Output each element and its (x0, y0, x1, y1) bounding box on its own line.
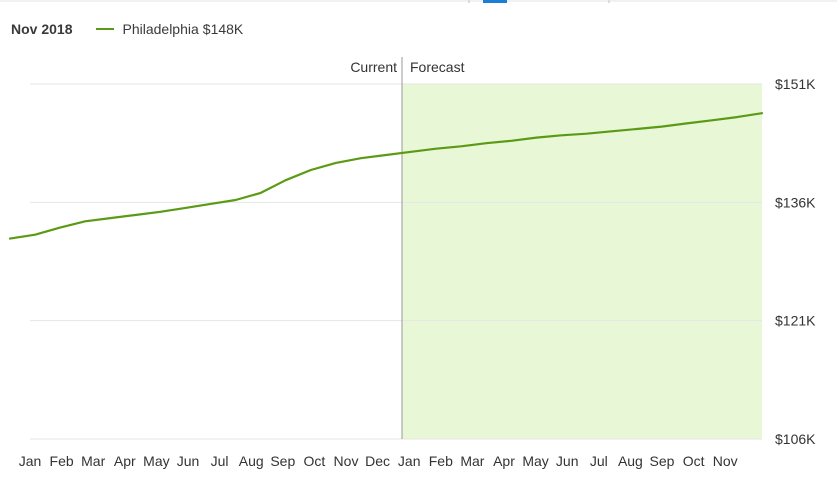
x-tick-label: Jun (177, 453, 200, 469)
x-tick-label: Feb (429, 453, 453, 469)
x-tick-label: Feb (50, 453, 74, 469)
active-tab-indicator (483, 0, 507, 3)
x-tick-label: Sep (270, 453, 295, 469)
series-line-philadelphia (8, 112, 764, 240)
y-tick-label: $121K (775, 313, 816, 329)
x-tick-label: Jun (556, 453, 579, 469)
x-tick-label: Apr (493, 453, 515, 469)
legend-date: Nov 2018 (11, 21, 73, 37)
forecast-region (402, 84, 762, 439)
x-tick-label: Nov (713, 453, 738, 469)
x-tick-label: Dec (365, 453, 390, 469)
x-tick-label: Apr (114, 453, 136, 469)
y-tick-label: $106K (775, 431, 816, 447)
y-tick-label: $136K (775, 194, 816, 210)
x-tick-label: Mar (460, 453, 484, 469)
x-tick-label: Aug (239, 453, 264, 469)
current-label: Current (350, 59, 397, 75)
x-tick-label: Jul (590, 453, 608, 469)
x-tick-label: Nov (334, 453, 359, 469)
forecast-label: Forecast (410, 59, 465, 75)
tab-divider (608, 0, 610, 3)
x-tick-label: Mar (81, 453, 105, 469)
x-tick-label: Jul (211, 453, 229, 469)
x-tick-label: Oct (683, 453, 705, 469)
x-tick-label: Sep (650, 453, 675, 469)
x-tick-label: May (522, 453, 548, 469)
x-tick-label: Jan (398, 453, 421, 469)
x-tick-label: May (143, 453, 169, 469)
chart-legend: Nov 2018 Philadelphia $148K (11, 19, 243, 39)
legend-line-swatch (96, 28, 115, 30)
legend-series-name: Philadelphia (122, 21, 199, 37)
y-tick-label: $151K (775, 76, 816, 92)
tab-divider (468, 0, 470, 3)
x-tick-label: Jan (19, 453, 42, 469)
x-tick-label: Oct (304, 453, 326, 469)
legend-series-value: $148K (202, 21, 244, 37)
top-tab-bar (0, 0, 837, 3)
x-tick-label: Aug (618, 453, 643, 469)
